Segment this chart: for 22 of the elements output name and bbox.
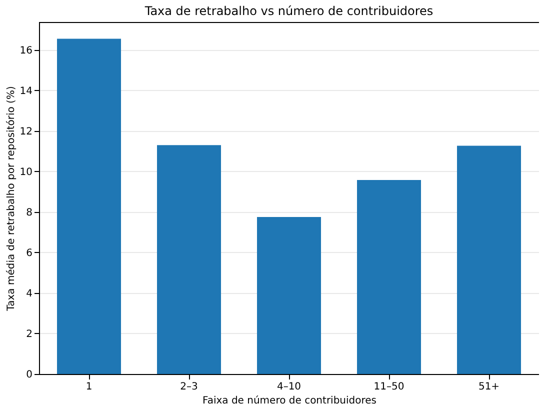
- x-axis-title: Faixa de número de contribuidores: [202, 396, 377, 406]
- chart-title: Taxa de retrabalho vs número de contribuidores: [144, 4, 434, 18]
- y-tick-label: 16: [20, 45, 32, 56]
- x-tick-label: 4–10: [276, 382, 302, 392]
- bar: [57, 38, 121, 374]
- x-tick-label: 11–50: [374, 382, 404, 392]
- y-tick-label: 4: [26, 288, 32, 300]
- y-tick-label: 12: [20, 126, 32, 138]
- y-axis-title: Taxa média de retrabalho por repositório (%): [6, 86, 17, 312]
- bar: [357, 180, 421, 374]
- x-tick-label: 2–3: [180, 382, 198, 392]
- y-tick-label: 8: [26, 207, 32, 218]
- y-tick-label: 0: [26, 370, 32, 380]
- y-tick-label: 6: [26, 248, 32, 259]
- bar: [257, 217, 321, 374]
- bar: [457, 146, 521, 374]
- y-tick-label: 2: [26, 328, 32, 340]
- bar: [157, 145, 221, 374]
- x-tick-label: 1: [86, 382, 92, 392]
- y-tick-label: 10: [20, 166, 32, 178]
- x-tick-label: 51+: [478, 382, 500, 392]
- y-tick-label: 14: [20, 86, 32, 97]
